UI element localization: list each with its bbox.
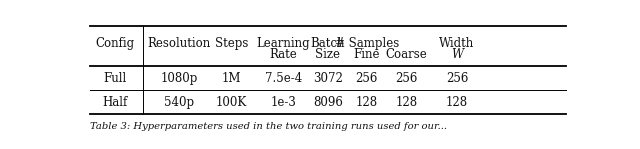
Text: 1e-3: 1e-3 <box>271 96 296 109</box>
Text: Learning: Learning <box>257 37 310 50</box>
Text: 256: 256 <box>355 72 378 85</box>
Text: Steps: Steps <box>214 37 248 50</box>
Text: 128: 128 <box>396 96 417 109</box>
Text: 8096: 8096 <box>313 96 343 109</box>
Text: 128: 128 <box>446 96 468 109</box>
Text: Table 3: Hyperparameters used in the two training runs used for our...: Table 3: Hyperparameters used in the two… <box>90 122 447 131</box>
Text: 256: 256 <box>395 72 417 85</box>
Text: 100K: 100K <box>216 96 247 109</box>
Text: 3072: 3072 <box>313 72 343 85</box>
Text: 540p: 540p <box>164 96 195 109</box>
Text: Config: Config <box>95 37 134 50</box>
Text: Fine: Fine <box>353 48 380 60</box>
Text: Coarse: Coarse <box>385 48 428 60</box>
Text: Batch: Batch <box>311 37 345 50</box>
Text: 128: 128 <box>356 96 378 109</box>
Text: 1080p: 1080p <box>161 72 198 85</box>
Text: Width: Width <box>439 37 475 50</box>
Text: Rate: Rate <box>269 48 297 60</box>
Text: 256: 256 <box>446 72 468 85</box>
Text: Resolution: Resolution <box>148 37 211 50</box>
Text: Half: Half <box>102 96 127 109</box>
Text: 1M: 1M <box>221 72 241 85</box>
Text: # Samples: # Samples <box>335 37 399 50</box>
Text: W: W <box>451 48 463 60</box>
Text: 7.5e-4: 7.5e-4 <box>265 72 302 85</box>
Text: Full: Full <box>103 72 126 85</box>
Text: Size: Size <box>316 48 340 60</box>
